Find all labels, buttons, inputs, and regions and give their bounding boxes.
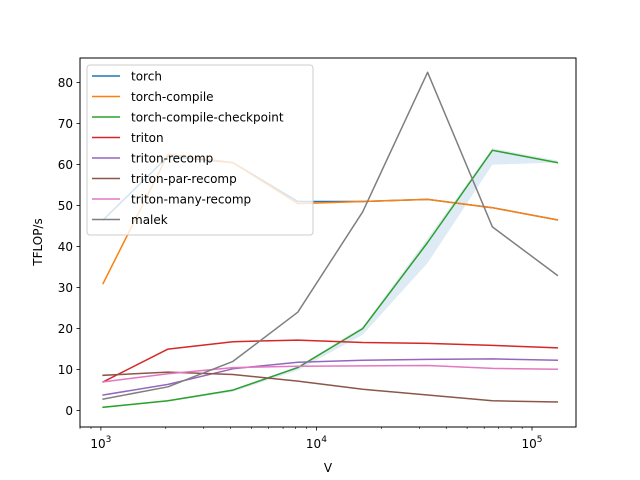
legend-label: torch-compile [131, 90, 214, 104]
y-tick-label: 30 [58, 281, 73, 295]
y-tick-label: 20 [58, 322, 73, 336]
legend-label: triton-par-recomp [131, 172, 237, 186]
y-tick-label: 10 [58, 363, 73, 377]
y-tick-label: 40 [58, 240, 73, 254]
y-axis-ticks: 0 10 20 30 40 50 60 70 80 [58, 76, 80, 418]
legend: torch torch-compile torch-compile-checkpoi… [86, 64, 314, 236]
x-axis-label: V [324, 461, 333, 475]
plot-frame [79, 57, 577, 428]
y-tick-label: 0 [65, 404, 73, 418]
legend-label: triton-many-recomp [131, 193, 251, 207]
legend-label: torch [131, 70, 162, 84]
x-tick-label: 104 [306, 435, 327, 451]
legend-box [86, 64, 314, 236]
series-line-malek [102, 71, 559, 400]
x-tick-label: 105 [521, 435, 542, 451]
y-tick-label: 60 [58, 158, 73, 172]
legend-label: malek [131, 213, 168, 227]
legend-label: triton [131, 131, 164, 145]
legend-label: torch-compile-checkpoint [131, 111, 284, 125]
x-axis-ticks: 103 104 105 [79, 427, 543, 451]
y-axis-label: TFLOP/s [31, 218, 45, 266]
y-tick-label: 50 [58, 199, 73, 213]
series-line-triton [102, 339, 559, 383]
legend-label: triton-recomp [131, 152, 213, 166]
y-tick-label: 80 [58, 76, 73, 90]
x-tick-label: 103 [90, 435, 111, 451]
series-line-triton-many-recomp [102, 364, 559, 383]
series-line-torch-compile-checkpoint [102, 149, 559, 409]
y-tick-label: 70 [58, 117, 73, 131]
